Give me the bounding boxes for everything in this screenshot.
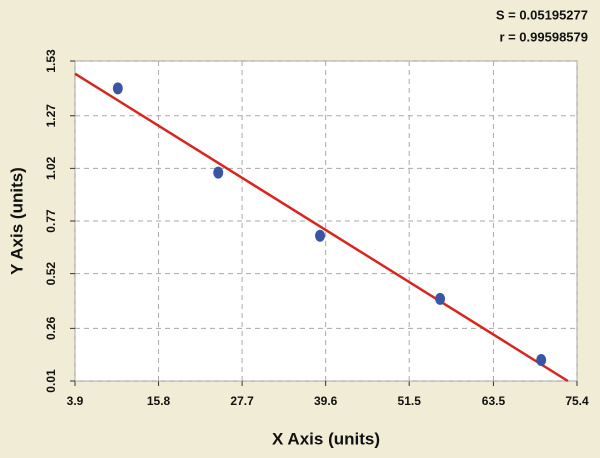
- x-tick-label: 15.8: [147, 394, 171, 408]
- y-tick-label: 0.01: [44, 369, 58, 393]
- x-axis-label: X Axis (units): [272, 429, 380, 448]
- y-tick-label: 0.26: [44, 316, 58, 340]
- x-tick-label: 3.9: [67, 394, 84, 408]
- annotation: S = 0.05195277: [496, 7, 588, 22]
- y-tick-label: 1.27: [44, 104, 58, 128]
- x-tick-label: 51.5: [398, 394, 422, 408]
- data-point: [435, 292, 446, 305]
- data-point: [315, 229, 326, 242]
- x-tick-label: 63.5: [482, 394, 506, 408]
- y-tick-label: 0.52: [44, 262, 58, 286]
- x-tick-label: 27.7: [230, 394, 254, 408]
- y-tick-label: 1.02: [44, 156, 58, 180]
- y-tick-label: 1.53: [44, 49, 58, 73]
- data-point: [112, 82, 123, 95]
- x-tick-label: 75.4: [565, 394, 589, 408]
- fit-line: [74, 72, 569, 383]
- data-point: [536, 353, 547, 366]
- data-point: [213, 166, 224, 179]
- y-tick-label: 0.77: [44, 209, 58, 233]
- annotation: r = 0.99598579: [499, 29, 588, 44]
- y-axis-label: Y Axis (units): [7, 167, 26, 275]
- x-tick-label: 39.6: [314, 394, 338, 408]
